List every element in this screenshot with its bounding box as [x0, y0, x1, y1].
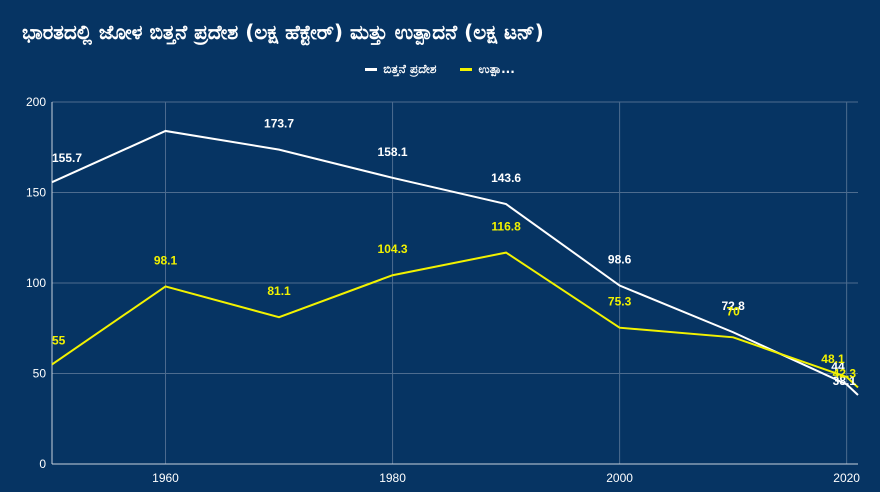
data-label: 81.1 — [267, 284, 291, 298]
legend-swatch-area — [365, 68, 378, 71]
data-label: 98.6 — [608, 253, 632, 267]
data-label: 42.3 — [833, 366, 857, 380]
y-tick-label: 50 — [33, 367, 47, 381]
y-tick-label: 0 — [39, 457, 46, 471]
y-tick-label: 200 — [26, 95, 46, 109]
legend-swatch-production — [460, 68, 473, 71]
data-label: 116.8 — [491, 220, 521, 234]
legend-label-area: ಬಿತ್ತನೆ ಪ್ರದೇಶ — [383, 62, 437, 76]
data-label: 98.1 — [154, 253, 178, 267]
legend-item-area[interactable]: ಬಿತ್ತನೆ ಪ್ರದೇಶ — [365, 62, 436, 77]
data-label: 104.3 — [378, 242, 408, 256]
y-tick-label: 150 — [26, 186, 46, 200]
x-tick-label: 2000 — [606, 471, 633, 485]
data-label: 143.6 — [491, 171, 521, 185]
chart-title: ಭಾರತದಲ್ಲಿ ಜೋಳ ಬಿತ್ತನೆ ಪ್ರದೇಶ (ಲಕ್ಷ ಹೆಕ್ಟ… — [22, 20, 544, 44]
data-label: 70 — [726, 304, 740, 318]
x-tick-label: 1960 — [152, 471, 179, 485]
legend-item-production[interactable]: ಉತ್ಪಾ... — [460, 62, 515, 77]
series-line-area — [51, 129, 859, 396]
data-label: 44 — [831, 359, 845, 373]
data-label: 55 — [52, 333, 66, 347]
data-label: 155.7 — [52, 151, 82, 165]
legend-label-production: ಉತ್ಪಾ... — [478, 62, 515, 76]
data-label: 72.8 — [721, 299, 745, 313]
data-label: 158.1 — [378, 145, 408, 159]
legend: ಬಿತ್ತನೆ ಪ್ರದೇಶ ಉತ್ಪಾ... — [0, 62, 880, 77]
x-tick-label: 2020 — [833, 471, 860, 485]
data-label: 38.1 — [833, 374, 857, 388]
data-label: 48.1 — [821, 352, 845, 366]
y-tick-label: 100 — [26, 276, 46, 290]
series-line-production — [51, 251, 859, 389]
x-tick-label: 1980 — [379, 471, 406, 485]
data-label: 173.7 — [264, 117, 294, 131]
data-label: 75.3 — [608, 295, 632, 309]
